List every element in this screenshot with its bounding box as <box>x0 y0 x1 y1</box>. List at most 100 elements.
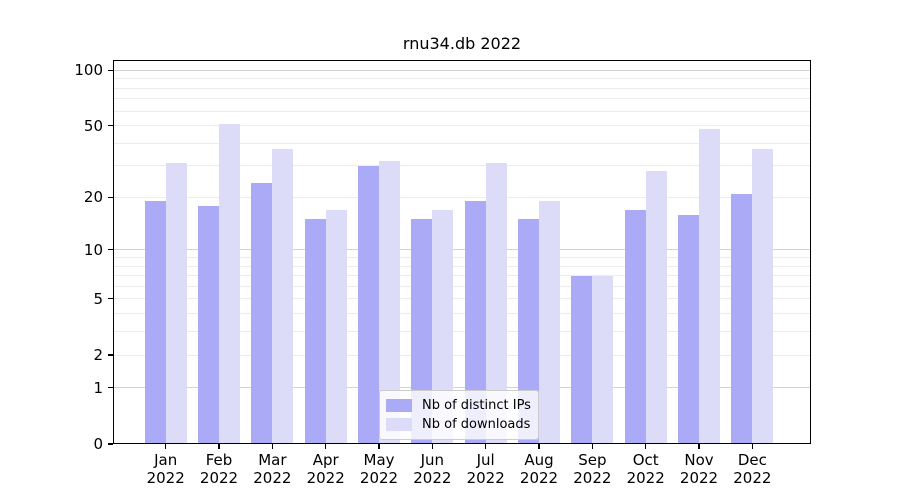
bar-downloads <box>485 163 507 444</box>
gridline-minor <box>113 331 811 333</box>
legend-swatch-downloads <box>386 418 412 431</box>
bar-distinct-ips <box>571 275 593 444</box>
gridline-minor <box>113 285 811 287</box>
x-tick-year: 2022 <box>146 468 185 487</box>
bar-distinct-ips <box>358 165 380 444</box>
x-tick-label: Feb 2022 <box>187 451 251 487</box>
y-tick-mark <box>108 387 113 389</box>
y-tick-label: 5 <box>93 289 103 308</box>
x-tick-label: May 2022 <box>347 451 411 487</box>
x-tick-month: Jan <box>154 451 178 469</box>
x-tick-year: 2022 <box>359 468 399 487</box>
bar-downloads <box>325 209 347 444</box>
bar-downloads <box>539 201 560 444</box>
y-tick-label: 1 <box>93 378 103 397</box>
gridline-minor <box>113 313 811 315</box>
y-tick-mark <box>108 249 113 251</box>
y-tick-label: 0 <box>93 435 103 453</box>
gridline-major <box>113 387 811 389</box>
y-tick-label: 100 <box>74 61 103 80</box>
x-tick-month: Jul <box>476 451 495 469</box>
x-tick-mark <box>645 444 647 449</box>
chart-title: rnu34.db 2022 <box>402 34 522 53</box>
gridline-major <box>113 69 811 71</box>
legend-swatch-distinct-ips <box>386 399 412 412</box>
x-tick-year: 2022 <box>679 468 719 487</box>
gridline-minor <box>113 196 811 198</box>
x-tick-mark <box>325 444 327 449</box>
x-tick-month: Feb <box>205 451 233 469</box>
x-tick-month: May <box>363 451 395 469</box>
x-tick-year: 2022 <box>413 468 452 487</box>
y-tick-label: 10 <box>83 240 103 259</box>
x-tick-month: Apr <box>312 451 339 469</box>
gridline-minor <box>113 256 811 258</box>
x-tick-label: Jun 2022 <box>400 451 464 487</box>
x-tick-label: Nov 2022 <box>667 451 731 487</box>
x-tick-year: 2022 <box>733 468 772 487</box>
y-tick-label: 20 <box>83 188 103 207</box>
y-tick-mark <box>108 354 113 356</box>
x-tick-label: Oct 2022 <box>614 451 678 487</box>
x-tick-month: Mar <box>258 451 287 469</box>
bar-distinct-ips <box>731 193 753 444</box>
bar-downloads <box>699 128 720 444</box>
bar-downloads <box>432 209 454 444</box>
gridline-minor <box>113 298 811 300</box>
y-tick-mark <box>108 69 113 71</box>
x-tick-mark <box>378 444 380 449</box>
bar-distinct-ips <box>678 214 699 444</box>
x-tick-month: Dec <box>737 451 767 469</box>
legend-item-downloads: Nb of downloads <box>386 415 531 434</box>
x-tick-mark <box>165 444 167 449</box>
x-tick-year: 2022 <box>306 468 345 487</box>
x-tick-year: 2022 <box>253 468 292 487</box>
legend: Nb of distinct IPs Nb of downloads <box>379 390 539 440</box>
legend-item-distinct-ips: Nb of distinct IPs <box>386 396 531 415</box>
x-tick-mark <box>538 444 540 449</box>
bar-distinct-ips <box>251 183 273 444</box>
gridline-minor <box>113 125 811 127</box>
plot-area: 0 1 2 5 10 20 50 100 Jan 2022 Feb 2022 Mar 2022 Apr 202… <box>74 60 811 486</box>
x-tick-month: Sep <box>578 451 607 469</box>
gridline-minor <box>113 87 811 89</box>
y-tick-label: 2 <box>93 346 103 364</box>
x-tick-month: Oct <box>632 451 659 469</box>
x-tick-label: Aug 2022 <box>507 451 571 487</box>
gridline-minor <box>113 165 811 167</box>
y-tick-mark <box>108 124 113 127</box>
y-tick-label: 50 <box>83 116 103 135</box>
bar-distinct-ips <box>518 219 539 444</box>
x-tick-mark <box>751 444 753 449</box>
bar-distinct-ips <box>411 219 433 444</box>
x-tick-mark <box>431 444 433 449</box>
gridline-minor <box>113 142 811 144</box>
y-tick-mark <box>108 298 113 300</box>
x-tick-year: 2022 <box>466 468 505 487</box>
x-tick-mark <box>271 444 273 449</box>
bar-downloads <box>752 149 774 444</box>
x-tick-year: 2022 <box>573 468 612 487</box>
bar-distinct-ips <box>304 219 326 444</box>
x-tick-mark <box>698 444 700 449</box>
gridline-major <box>113 249 811 251</box>
x-tick-label: Mar 2022 <box>240 451 304 487</box>
x-tick-mark <box>485 444 487 449</box>
gridline-minor <box>113 110 811 112</box>
x-tick-month: Nov <box>684 451 714 469</box>
gridline-minor <box>113 98 811 100</box>
x-tick-mark <box>591 444 593 449</box>
gridline-minor <box>113 354 811 356</box>
x-tick-label: Apr 2022 <box>294 451 358 487</box>
x-tick-month: Jun <box>420 451 445 469</box>
bar-distinct-ips <box>198 205 220 444</box>
y-tick-mark <box>108 196 113 198</box>
bar-downloads <box>592 275 614 444</box>
bar-distinct-ips <box>144 201 166 444</box>
bar-downloads <box>379 160 401 444</box>
x-tick-label: Sep 2022 <box>560 451 624 487</box>
bar-downloads <box>645 171 667 444</box>
bar-downloads <box>165 163 187 444</box>
x-tick-label: Jan 2022 <box>134 451 198 487</box>
